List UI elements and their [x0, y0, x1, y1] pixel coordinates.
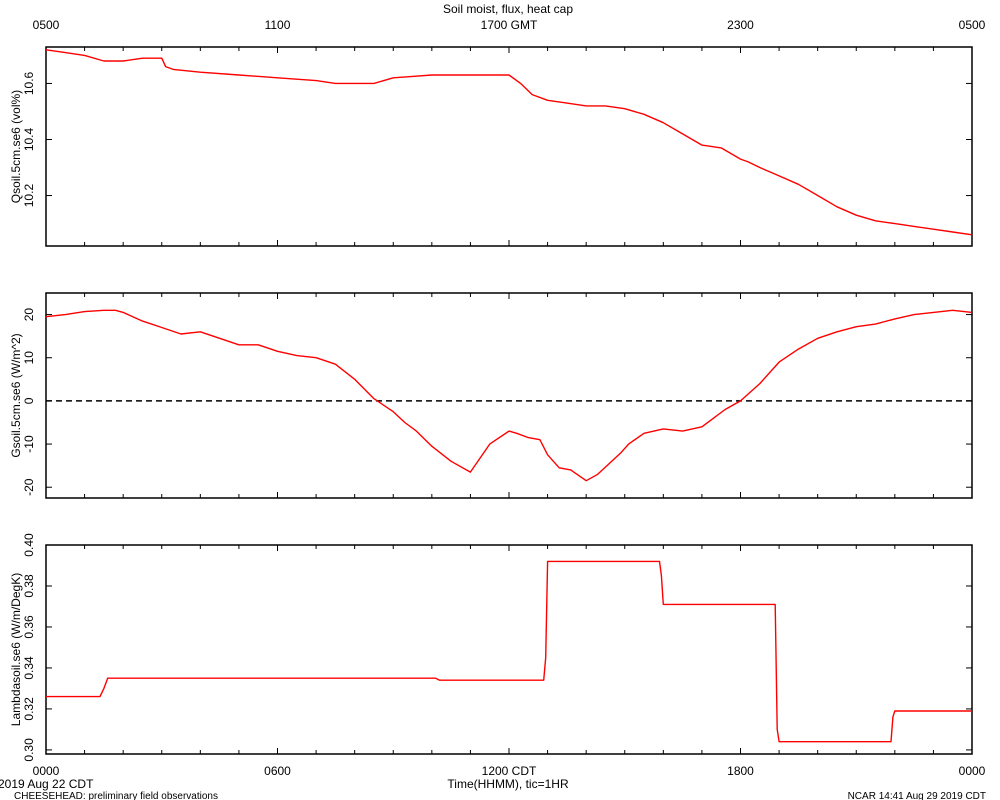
series-line — [46, 560, 972, 743]
x-axis-label: Time(HHMM), tic=1HR — [447, 777, 569, 791]
y-tick-label: 10.4 — [22, 127, 36, 151]
y-tick-label: 20 — [22, 308, 36, 322]
panel-frame — [45, 544, 973, 755]
y-tick-label: 0.32 — [22, 697, 36, 721]
y-tick-label: 10.2 — [22, 184, 36, 208]
y-tick-label: 0.38 — [22, 574, 36, 598]
y-tick-label: 0 — [22, 397, 36, 404]
chart-title: Soil moist, flux, heat cap — [443, 2, 573, 16]
bottom-tick-label: 1800 — [727, 764, 754, 778]
bottom-time-axis: 0000 0600 1200 CDT 1800 0000 — [33, 764, 986, 778]
y-tick-label: 0.36 — [22, 615, 36, 639]
bottom-tick-label: 1200 CDT — [482, 764, 537, 778]
timestamp-label: NCAR 14:41 Aug 29 2019 CDT — [848, 791, 986, 800]
y-axis-label: Gsoil.5cm.se6 (W/m^2) — [9, 333, 23, 457]
series-line — [45, 49, 973, 236]
bottom-tick-label: 0000 — [959, 764, 986, 778]
y-tick-label: 0.34 — [22, 656, 36, 680]
soil-heat-flux-panel: -20 -10 0 10 20 Gsoil.5cm.se6 (W/m^2) — [9, 292, 973, 499]
top-tick-label: 1100 — [265, 18, 291, 32]
y-axis-label: Lambdasoil.se6 (W/m/DegK) — [9, 573, 23, 726]
y-tick-label: 10 — [22, 351, 36, 365]
panel-frame — [45, 292, 973, 499]
top-tick-label: 2300 — [727, 18, 754, 32]
y-tick-label: -10 — [22, 435, 36, 453]
y-tick-label: -20 — [22, 478, 36, 496]
panel-frame — [45, 46, 973, 247]
top-time-axis: 0500 1100 1700 GMT 2300 0500 — [33, 18, 986, 32]
soil-heat-capacity-panel: 0.30 0.32 0.34 0.36 0.38 0.40 Lambdasoil.se6 (… — [9, 533, 973, 762]
bottom-tick-label: 0600 — [264, 764, 291, 778]
y-tick-label: 10.6 — [22, 71, 36, 95]
series-line — [45, 309, 973, 482]
y-tick-label: 0.40 — [22, 533, 36, 557]
top-tick-label: 0500 — [33, 18, 60, 32]
y-tick-label: 0.30 — [22, 738, 36, 762]
top-tick-label: 1700 GMT — [481, 18, 538, 32]
date-label: 2019 Aug 22 CDT — [0, 777, 94, 791]
y-axis-label: Qsoil.5cm.se6 (vol%) — [9, 90, 23, 203]
bottom-tick-label: 0000 — [33, 764, 60, 778]
top-tick-label: 0500 — [959, 18, 986, 32]
project-label: CHEESEHEAD: preliminary field observatio… — [14, 791, 218, 800]
